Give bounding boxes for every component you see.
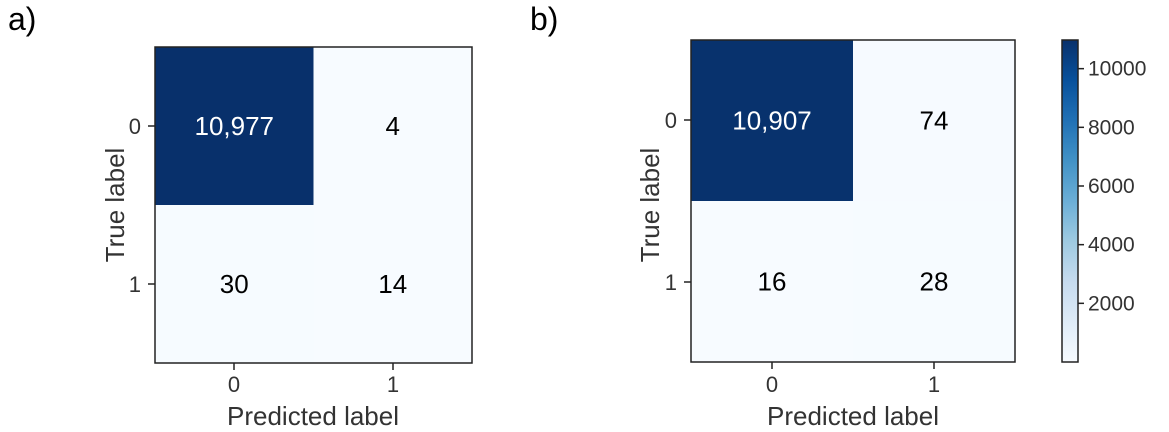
cell-value-label-a-0-1: 4 xyxy=(386,111,400,141)
heatmap-cell-b-1-0 xyxy=(691,201,854,363)
cell-value-label-a-1-0: 30 xyxy=(220,269,249,299)
x-tick-label-0: 0 xyxy=(766,372,778,397)
plot-border-a xyxy=(154,46,473,364)
x-ticks-b: 0 1 xyxy=(766,362,940,397)
cell-value-label-a-1-1: 14 xyxy=(378,269,407,299)
cell-value-label-b-0-1: 74 xyxy=(920,106,949,136)
y-tick-label-0: 0 xyxy=(129,114,141,139)
heatmap-cell-a-1-1 xyxy=(313,205,473,364)
x-axis-title-b: Predicted label xyxy=(767,401,939,431)
y-ticks-a: 0 1 xyxy=(129,114,155,297)
x-tick-label-1: 1 xyxy=(928,372,940,397)
panel-label-a: a) xyxy=(8,1,36,37)
colorbar-tick-label-4: 10000 xyxy=(1088,58,1146,81)
colorbar-tick-label-3: 8000 xyxy=(1088,116,1135,139)
panel-a: a) 10,977 4 30 14 0 1 0 1 Predicted label T… xyxy=(8,1,473,431)
heatmap-cell-b-0-1 xyxy=(853,40,1016,202)
heatmap-cell-b-0-0 xyxy=(691,40,854,202)
cell-value-label-a-0-0: 10,977 xyxy=(194,111,274,141)
heatmap-cell-a-0-1 xyxy=(313,47,473,206)
cell-value-label-b-0-0: 10,907 xyxy=(732,106,812,136)
heatmap-cell-a-0-0 xyxy=(155,47,314,206)
plot-border-b xyxy=(690,39,1016,363)
colorbar: 2000 4000 6000 8000 10000 xyxy=(1061,39,1146,363)
y-tick-label-0: 0 xyxy=(665,108,677,133)
y-axis-title-b: True label xyxy=(635,148,665,263)
y-tick-label-1: 1 xyxy=(665,270,677,295)
y-tick-label-1: 1 xyxy=(129,272,141,297)
colorbar-tick-label-1: 4000 xyxy=(1088,234,1135,257)
y-axis-title-a: True label xyxy=(100,148,130,263)
x-ticks-a: 0 1 xyxy=(228,363,399,397)
heatmap-cell-a-1-0 xyxy=(155,205,314,364)
x-axis-title-a: Predicted label xyxy=(227,401,399,431)
colorbar-tick-label-2: 6000 xyxy=(1088,175,1135,198)
cell-value-label-b-1-1: 28 xyxy=(920,267,949,297)
heatmap-cell-b-1-1 xyxy=(853,201,1016,363)
x-tick-label-1: 1 xyxy=(387,372,399,397)
colorbar-border xyxy=(1061,39,1079,363)
panel-label-b: b) xyxy=(530,1,558,37)
y-ticks-b: 0 1 xyxy=(665,108,691,295)
colorbar-tick-label-0: 2000 xyxy=(1088,292,1135,315)
colorbar-gradient xyxy=(1062,40,1078,362)
x-tick-label-0: 0 xyxy=(228,372,240,397)
cell-value-label-b-1-0: 16 xyxy=(758,267,787,297)
